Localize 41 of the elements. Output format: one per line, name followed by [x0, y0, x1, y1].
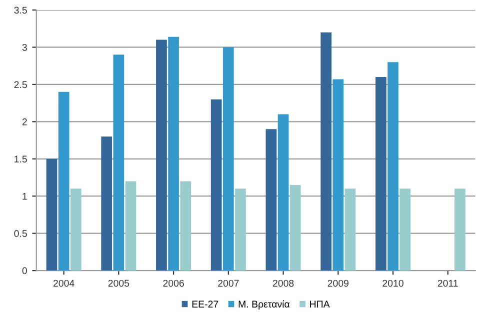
y-tick-label: 3: [22, 44, 27, 51]
bar: [266, 129, 277, 271]
bar: [113, 54, 124, 271]
bar: [222, 47, 234, 271]
bar: [332, 79, 344, 271]
x-tick-label: 2009: [328, 280, 348, 287]
y-tick-label: 1.5: [14, 156, 27, 163]
y-tick-label: 0.5: [14, 230, 27, 237]
bar: [46, 158, 58, 271]
x-tick-label: 2005: [108, 280, 130, 287]
y-tick-label: 3.5: [14, 6, 27, 14]
bar: [210, 99, 222, 271]
legend-label: Μ. Βρετανία: [238, 300, 290, 310]
bar: [156, 40, 167, 271]
bar: [101, 136, 112, 271]
y-tick-label: 2: [22, 118, 27, 126]
y-tick-label: 1: [22, 192, 27, 200]
bar: [400, 188, 411, 271]
legend-label: ΗΠΑ: [310, 300, 330, 308]
bar: [58, 92, 70, 271]
bar: [344, 188, 356, 271]
bar: [388, 62, 398, 271]
bar: [278, 114, 289, 271]
bar: [235, 188, 246, 271]
x-tick-label: 2008: [272, 280, 294, 287]
bar: [290, 184, 301, 271]
x-tick-label: 2004: [53, 280, 74, 287]
y-tick-label: 2.5: [14, 81, 27, 88]
bar: [320, 32, 332, 271]
legend-label: ΕΕ-27: [192, 300, 218, 308]
bar: [70, 188, 82, 271]
bar: [454, 188, 466, 271]
x-tick-label: 2011: [438, 280, 458, 287]
x-tick-label: 2010: [382, 280, 404, 287]
x-tick-label: 2006: [163, 280, 184, 287]
x-tick-label: 2007: [218, 280, 239, 287]
y-tick-label: 0: [22, 267, 27, 274]
bar: [168, 36, 179, 271]
bar: [376, 77, 386, 271]
bar: [180, 181, 192, 271]
bar: [125, 181, 136, 271]
